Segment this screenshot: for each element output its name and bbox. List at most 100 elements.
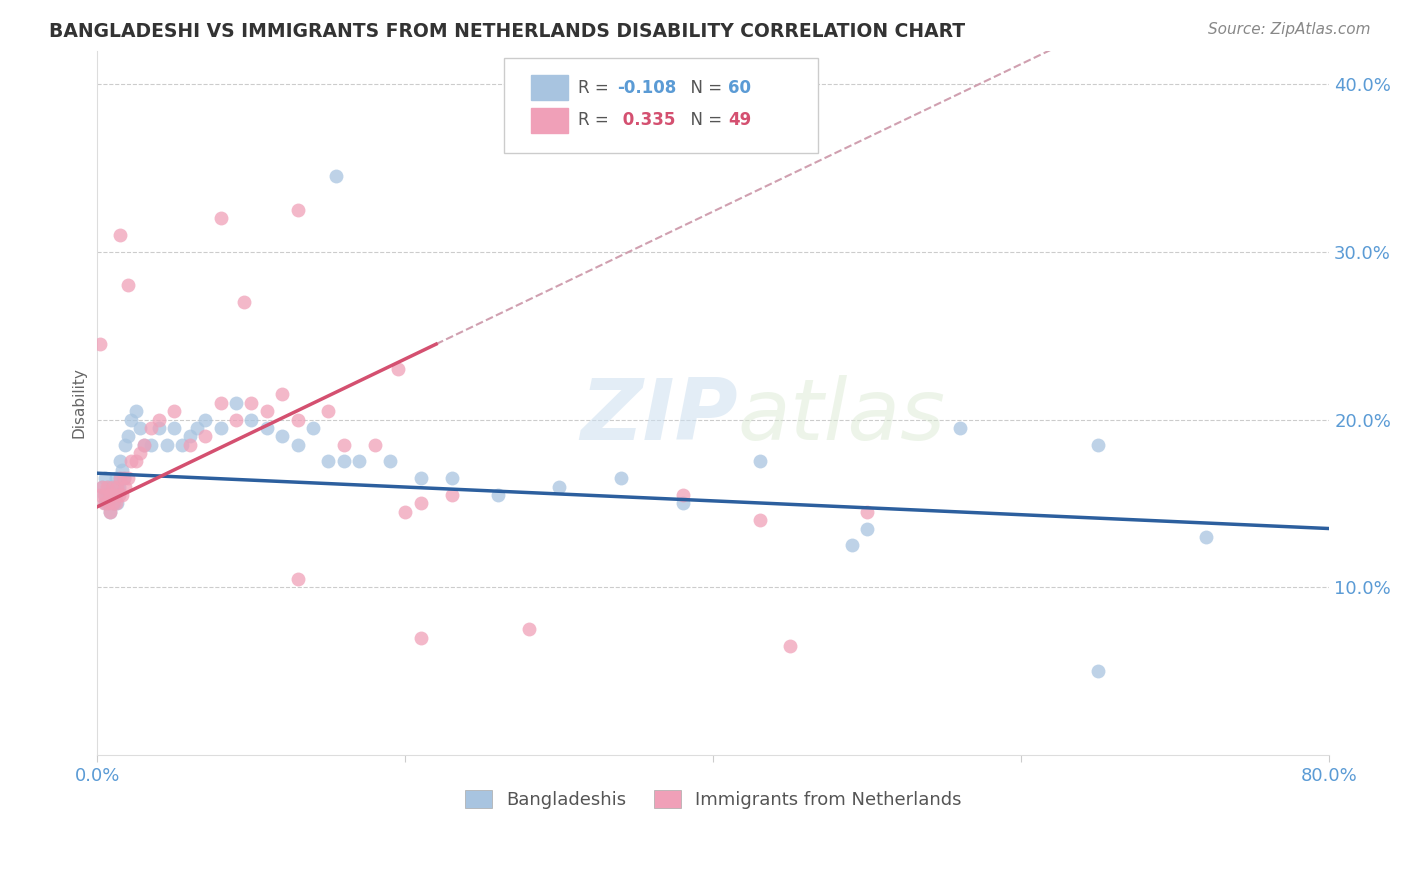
Point [103,496,125,510]
Point [125,454,148,468]
Point [148,412,170,426]
Point [486,488,509,502]
Point [105,480,128,494]
Point [97,496,120,510]
Point [186,421,208,435]
Text: 60: 60 [728,79,751,97]
Point [332,454,354,468]
Point [1087,664,1109,678]
Point [98,505,121,519]
FancyBboxPatch shape [531,109,568,133]
Text: ZIP: ZIP [581,376,738,458]
Point [117,278,139,293]
Point [163,404,186,418]
FancyBboxPatch shape [503,58,818,153]
Point [104,471,127,485]
Point [271,387,294,401]
Point [93,496,115,510]
Text: Source: ZipAtlas.com: Source: ZipAtlas.com [1208,22,1371,37]
Point [132,438,155,452]
Point [112,471,135,485]
Point [1195,530,1218,544]
Point [179,429,201,443]
Point [271,429,294,443]
Text: atlas: atlas [738,376,946,458]
Point [112,471,135,485]
Point [287,438,309,452]
Point [240,412,263,426]
Text: R =: R = [578,112,614,129]
Point [325,169,347,184]
Text: 0.335: 0.335 [617,112,676,129]
Point [104,488,127,502]
Point [748,513,770,527]
Point [194,429,217,443]
Point [194,412,217,426]
Point [240,396,263,410]
Point [287,202,309,217]
Text: -0.108: -0.108 [617,79,676,97]
Point [387,362,409,376]
Point [129,446,152,460]
Point [98,488,121,502]
Point [209,396,232,410]
Point [949,421,972,435]
Point [108,488,131,502]
Point [440,488,463,502]
Point [120,412,142,426]
FancyBboxPatch shape [531,75,568,100]
Point [256,421,278,435]
Point [132,438,155,452]
Point [111,488,134,502]
Point [225,412,247,426]
Point [378,454,401,468]
Point [225,396,247,410]
Point [96,480,118,494]
Point [94,496,117,510]
Point [394,505,416,519]
Point [101,480,124,494]
Point [110,471,132,485]
Point [104,496,127,510]
Point [105,496,128,510]
Point [209,421,232,435]
Point [93,488,115,502]
Point [156,438,179,452]
Point [110,454,132,468]
Point [856,505,879,519]
Point [114,480,136,494]
Point [100,480,122,494]
Point [100,488,122,502]
Point [209,211,232,226]
Text: BANGLADESHI VS IMMIGRANTS FROM NETHERLANDS DISABILITY CORRELATION CHART: BANGLADESHI VS IMMIGRANTS FROM NETHERLAN… [49,22,966,41]
Point [91,480,114,494]
Point [91,480,114,494]
Point [98,505,121,519]
Point [287,572,309,586]
Point [1087,438,1109,452]
Point [232,295,254,310]
Point [170,438,193,452]
Point [103,488,125,502]
Point [163,421,186,435]
Point [117,471,139,485]
Point [94,471,117,485]
Point [409,631,432,645]
Point [610,471,633,485]
Point [129,421,152,435]
Point [101,496,124,510]
Point [548,480,571,494]
Point [318,454,340,468]
Point [856,522,879,536]
Point [302,421,325,435]
Point [125,404,148,418]
Point [105,480,128,494]
Point [671,488,693,502]
Point [120,454,142,468]
Point [148,421,170,435]
Text: N =: N = [681,79,727,97]
Point [440,471,463,485]
Point [101,480,124,494]
Point [89,337,111,351]
Point [332,438,354,452]
